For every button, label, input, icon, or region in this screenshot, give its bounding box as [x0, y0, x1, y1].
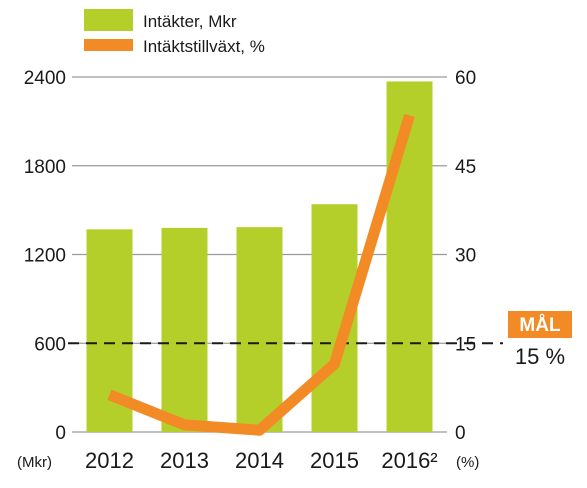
goal-label: MÅL [519, 315, 561, 336]
bar-2013 [161, 227, 208, 432]
x-tick-1: 2013 [160, 448, 209, 473]
y-right-tick-3: 45 [455, 157, 476, 178]
y-left-tick-4: 2400 [24, 68, 66, 89]
x-tick-3: 2015 [310, 448, 359, 473]
legend: Intäkter, Mkr Intäktstillväxt, % [84, 9, 265, 56]
y-right-tick-4: 60 [455, 68, 476, 89]
y-left-tick-1: 600 [34, 334, 66, 355]
legend-label-bar: Intäkter, Mkr [143, 12, 237, 31]
y-left-tick-2: 1200 [24, 246, 66, 267]
growth-line [107, 113, 415, 436]
y-left-tick-0: 0 [55, 423, 66, 444]
y-right-tick-2: 30 [455, 246, 476, 267]
bar-2016² [386, 81, 433, 432]
revenue-bars [86, 81, 433, 432]
legend-label-line: Intäktstillväxt, % [143, 37, 265, 56]
y-right-tick-0: 0 [455, 423, 466, 444]
axes: 0 600 1200 1800 2400 0 15 30 45 60 2012 2013 2014 201… [17, 68, 479, 473]
goal-badge [508, 311, 572, 338]
legend-swatch-bar [84, 9, 133, 31]
goal-annotation: MÅL 15 % [508, 311, 572, 369]
y-right-tick-1: 15 [455, 334, 476, 355]
x-tick-0: 2012 [85, 448, 134, 473]
x-tick-2: 2014 [235, 448, 284, 473]
y-left-tick-3: 1800 [24, 157, 66, 178]
x-tick-4: 2016² [381, 448, 437, 473]
y-right-unit: (%) [456, 454, 479, 471]
y-left-unit: (Mkr) [17, 454, 52, 471]
goal-value: 15 % [515, 344, 565, 369]
legend-swatch-line [84, 39, 133, 51]
bar-2014 [236, 227, 283, 432]
